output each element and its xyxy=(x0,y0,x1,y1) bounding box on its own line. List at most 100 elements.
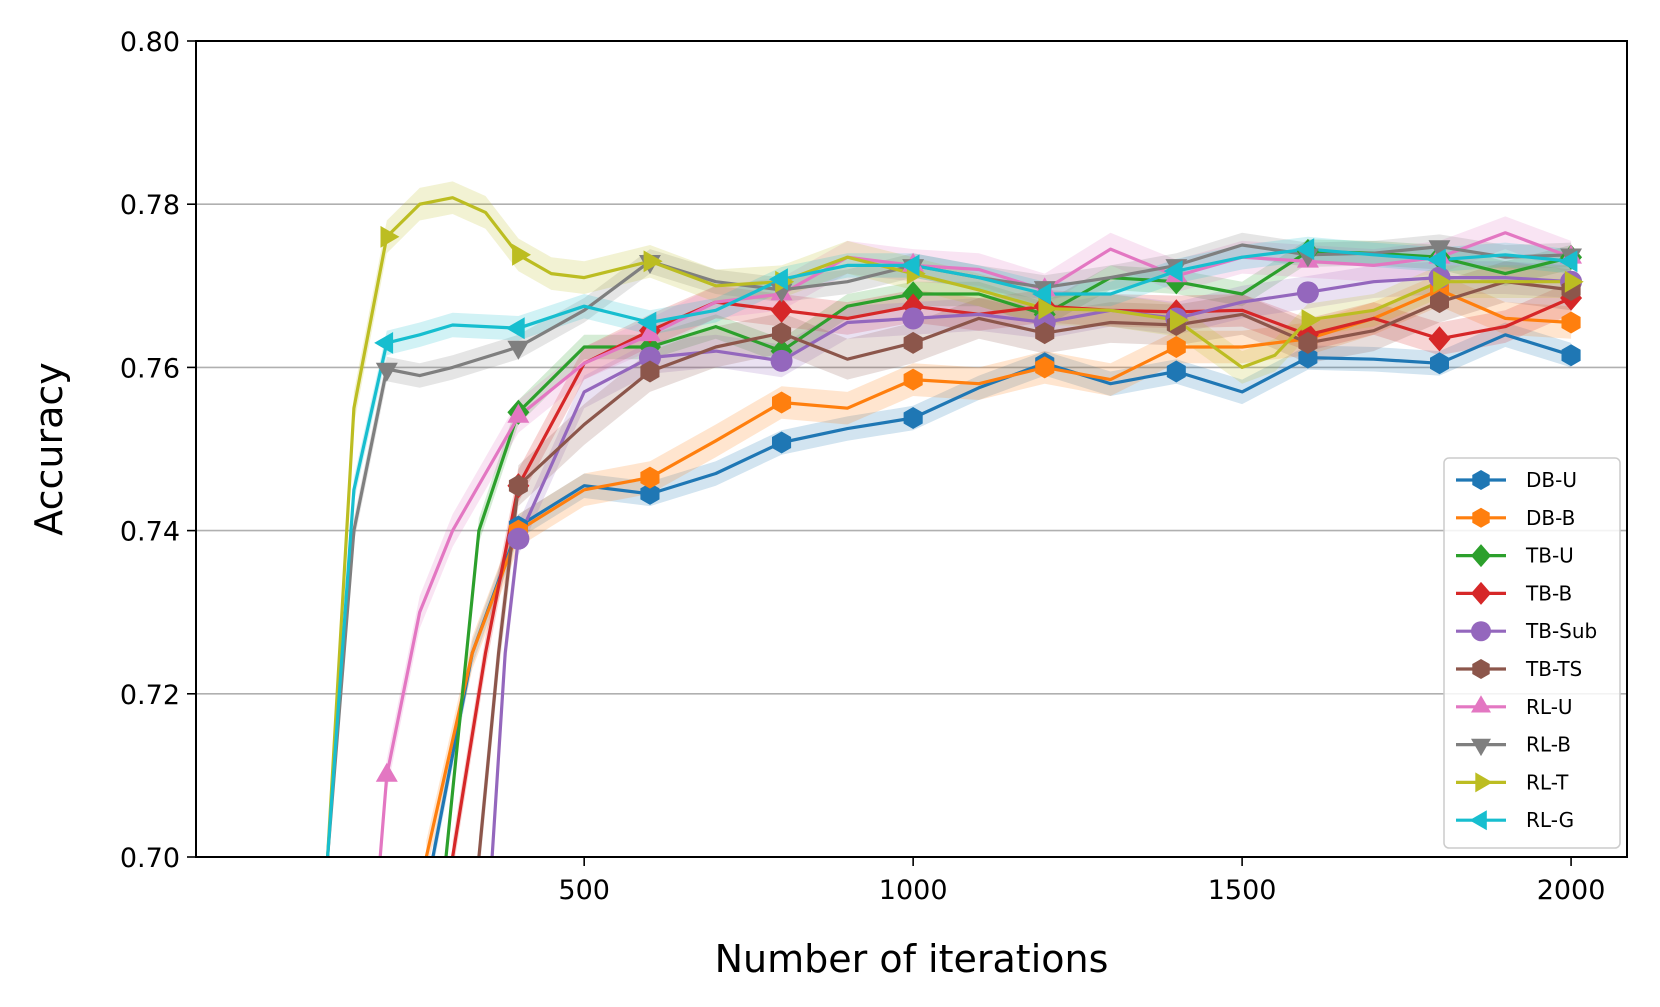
x-tick-label: 2000 xyxy=(1537,875,1606,906)
marker-rl-t xyxy=(512,243,531,266)
series-markers xyxy=(374,225,1584,782)
marker-tb-sub xyxy=(770,349,793,372)
legend-marker-rl-t xyxy=(1475,772,1493,793)
legend-marker-rl-u xyxy=(1471,695,1491,713)
line-tb-sub xyxy=(490,276,1572,857)
line-rl-g xyxy=(326,247,1572,857)
legend-marker-db-u xyxy=(1472,470,1490,490)
marker-rl-t xyxy=(1038,297,1058,320)
y-tick-label: 0.78 xyxy=(120,190,180,221)
marker-rl-g xyxy=(374,332,394,354)
x-axis-title: Number of iterations xyxy=(715,937,1109,981)
marker-tb-ts xyxy=(903,331,923,354)
legend-item-db-b: DB-B xyxy=(1456,506,1575,530)
marker-db-b xyxy=(772,391,792,414)
marker-rl-t xyxy=(1301,309,1321,331)
marker-rl-b xyxy=(375,362,398,382)
legend-label-rl-b: RL-B xyxy=(1526,733,1571,757)
marker-tb-ts xyxy=(1035,322,1055,345)
x-tick-label: 1000 xyxy=(879,875,948,906)
legend-item-rl-t: RL-T xyxy=(1456,770,1569,794)
legend-label-tb-ts: TB-TS xyxy=(1525,657,1582,681)
marker-rl-u xyxy=(375,762,398,782)
marker-db-b xyxy=(903,368,923,391)
legend-marker-tb-b xyxy=(1471,581,1491,605)
line-db-u xyxy=(431,333,1572,857)
legend-item-tb-b: TB-B xyxy=(1456,581,1572,605)
y-axis-ticks: 0.70 0.72 0.74 0.76 0.78 0.80 xyxy=(120,27,196,874)
marker-db-b xyxy=(1035,356,1055,379)
legend-item-rl-u: RL-U xyxy=(1456,695,1573,719)
marker-rl-g xyxy=(1426,248,1446,271)
marker-rl-g xyxy=(505,317,525,340)
marker-rl-g xyxy=(1558,250,1578,273)
y-axis-title: Accuracy xyxy=(27,362,71,536)
legend-label-rl-u: RL-U xyxy=(1526,695,1573,719)
legend-item-rl-b: RL-B xyxy=(1456,733,1571,757)
marker-rl-t xyxy=(1433,270,1453,293)
confidence-bands xyxy=(327,181,1572,857)
marker-db-u xyxy=(1166,360,1186,383)
marker-db-u xyxy=(1561,344,1581,367)
marker-db-b xyxy=(1166,336,1186,358)
legend-item-tb-u: TB-U xyxy=(1456,544,1574,568)
marker-tb-sub xyxy=(507,527,530,550)
band-rl-t xyxy=(327,181,1572,857)
y-tick-label: 0.70 xyxy=(120,843,180,874)
plot-frame xyxy=(195,40,1628,858)
marker-tb-ts xyxy=(508,474,528,497)
band-db-b xyxy=(426,273,1572,857)
marker-rl-t xyxy=(1564,270,1584,293)
legend-label-tb-u: TB-U xyxy=(1525,544,1574,568)
x-tick-label: 500 xyxy=(558,875,610,906)
legend-label-rl-t: RL-T xyxy=(1526,770,1569,794)
marker-rl-g xyxy=(1163,260,1183,283)
marker-db-u xyxy=(640,482,660,505)
legend-item-db-u: DB-U xyxy=(1456,468,1577,492)
marker-rl-u xyxy=(639,322,661,342)
marker-rl-b xyxy=(507,340,530,360)
legend-item-tb-sub: TB-Sub xyxy=(1456,619,1597,643)
marker-tb-sub xyxy=(902,307,925,330)
y-tick-label: 0.76 xyxy=(120,353,180,384)
marker-db-b xyxy=(640,466,660,489)
marker-rl-g xyxy=(1032,283,1052,305)
y-tick-label: 0.80 xyxy=(120,27,180,58)
x-tick-label: 1500 xyxy=(1208,875,1277,906)
band-tb-b xyxy=(452,281,1572,857)
marker-db-u xyxy=(772,431,792,454)
marker-db-u xyxy=(1430,352,1449,375)
legend-marker-db-b xyxy=(1472,507,1490,528)
legend-marker-tb-sub xyxy=(1471,621,1491,642)
legend-label-db-b: DB-B xyxy=(1526,506,1575,530)
marker-rl-b xyxy=(1428,240,1451,260)
marker-rl-g xyxy=(900,254,920,277)
legend-item-rl-g: RL-G xyxy=(1456,808,1574,832)
marker-rl-t xyxy=(1170,309,1189,331)
line-tb-ts xyxy=(477,280,1572,857)
legend-label-tb-b: TB-B xyxy=(1525,581,1572,605)
line-rl-b xyxy=(326,243,1572,857)
legend-label-db-u: DB-U xyxy=(1526,468,1577,492)
marker-db-u xyxy=(903,407,923,429)
legend-marker-tb-u xyxy=(1471,544,1491,568)
y-tick-label: 0.72 xyxy=(120,680,180,711)
legend-marker-tb-ts xyxy=(1472,659,1490,679)
marker-rl-t xyxy=(643,250,663,273)
legend: DB-U DB-B TB-U TB-B TB-Sub TB-TS RL-U RL-B RL-T R… xyxy=(1443,457,1621,849)
legend-item-tb-ts: TB-TS xyxy=(1456,657,1582,681)
y-tick-label: 0.74 xyxy=(120,517,180,548)
grid-lines xyxy=(196,203,1627,695)
marker-rl-g xyxy=(1295,238,1315,260)
marker-tb-ts xyxy=(772,322,792,345)
marker-tb-ts xyxy=(640,360,660,383)
marker-rl-g xyxy=(768,268,788,291)
marker-db-b xyxy=(1561,311,1581,334)
legend-label-tb-sub: TB-Sub xyxy=(1525,619,1597,643)
marker-tb-b xyxy=(770,297,793,323)
marker-rl-u xyxy=(507,403,530,423)
marker-rl-t xyxy=(380,225,400,248)
marker-tb-sub xyxy=(1296,281,1319,304)
marker-tb-sub xyxy=(638,346,661,369)
